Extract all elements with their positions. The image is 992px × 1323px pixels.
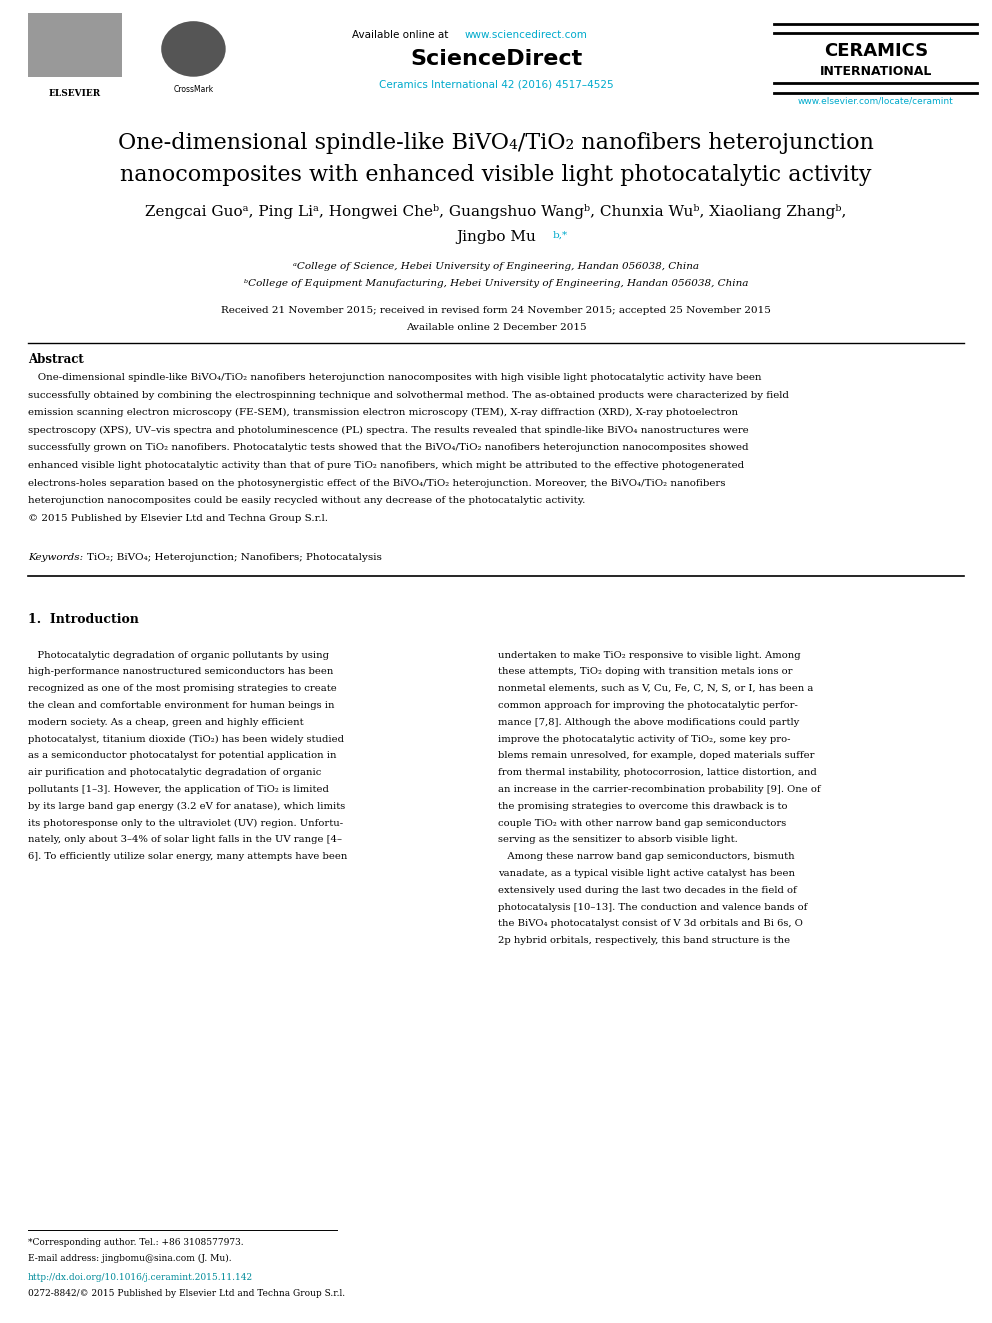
Text: by its large band gap energy (3.2 eV for anatase), which limits: by its large band gap energy (3.2 eV for… (28, 802, 345, 811)
Text: enhanced visible light photocatalytic activity than that of pure TiO₂ nanofibers: enhanced visible light photocatalytic ac… (28, 462, 744, 470)
Text: pollutants [1–3]. However, the application of TiO₂ is limited: pollutants [1–3]. However, the applicati… (28, 785, 328, 794)
Text: One-dimensional spindle-like BiVO₄/TiO₂ nanofibers heterojunction nanocomposites: One-dimensional spindle-like BiVO₄/TiO₂ … (28, 373, 761, 382)
Text: emission scanning electron microscopy (FE-SEM), transmission electron microscopy: emission scanning electron microscopy (F… (28, 409, 738, 417)
Text: Ceramics International 42 (2016) 4517–4525: Ceramics International 42 (2016) 4517–45… (379, 79, 613, 90)
Text: its photoresponse only to the ultraviolet (UV) region. Unfortu-: its photoresponse only to the ultraviole… (28, 819, 343, 828)
Text: 0272-8842/© 2015 Published by Elsevier Ltd and Techna Group S.r.l.: 0272-8842/© 2015 Published by Elsevier L… (28, 1289, 345, 1298)
Text: INTERNATIONAL: INTERNATIONAL (819, 65, 932, 78)
Text: www.elsevier.com/locate/ceramint: www.elsevier.com/locate/ceramint (798, 97, 954, 106)
Text: the clean and comfortable environment for human beings in: the clean and comfortable environment fo… (28, 701, 334, 710)
Text: an increase in the carrier-recombination probability [9]. One of: an increase in the carrier-recombination… (498, 785, 820, 794)
Text: http://dx.doi.org/10.1016/j.ceramint.2015.11.142: http://dx.doi.org/10.1016/j.ceramint.201… (28, 1273, 253, 1282)
Text: blems remain unresolved, for example, doped materials suffer: blems remain unresolved, for example, do… (498, 751, 814, 761)
Text: improve the photocatalytic activity of TiO₂, some key pro-: improve the photocatalytic activity of T… (498, 734, 791, 744)
Text: b,*: b,* (553, 230, 567, 239)
Text: modern society. As a cheap, green and highly efficient: modern society. As a cheap, green and hi… (28, 718, 304, 726)
Text: nately, only about 3–4% of solar light falls in the UV range [4–: nately, only about 3–4% of solar light f… (28, 835, 342, 844)
Text: E-mail address: jingbomu@sina.com (J. Mu).: E-mail address: jingbomu@sina.com (J. Mu… (28, 1254, 231, 1263)
Text: Keywords:: Keywords: (28, 553, 86, 562)
Text: 6]. To efficiently utilize solar energy, many attempts have been: 6]. To efficiently utilize solar energy,… (28, 852, 347, 861)
Text: couple TiO₂ with other narrow band gap semiconductors: couple TiO₂ with other narrow band gap s… (498, 819, 787, 828)
Text: from thermal instability, photocorrosion, lattice distortion, and: from thermal instability, photocorrosion… (498, 769, 816, 777)
Text: vanadate, as a typical visible light active catalyst has been: vanadate, as a typical visible light act… (498, 869, 795, 878)
Bar (28, 13, 122, 77)
Text: © 2015 Published by Elsevier Ltd and Techna Group S.r.l.: © 2015 Published by Elsevier Ltd and Tec… (28, 513, 327, 523)
Text: photocatalysis [10–13]. The conduction and valence bands of: photocatalysis [10–13]. The conduction a… (498, 902, 807, 912)
Text: electrons-holes separation based on the photosynergistic effect of the BiVO₄/TiO: electrons-holes separation based on the … (28, 479, 725, 488)
Text: CERAMICS: CERAMICS (823, 42, 929, 61)
Text: ᵇCollege of Equipment Manufacturing, Hebei University of Engineering, Handan 056: ᵇCollege of Equipment Manufacturing, Heb… (244, 279, 748, 288)
Text: serving as the sensitizer to absorb visible light.: serving as the sensitizer to absorb visi… (498, 835, 738, 844)
Text: nanocomposites with enhanced visible light photocatalytic activity: nanocomposites with enhanced visible lig… (120, 164, 872, 187)
Text: Available online 2 December 2015: Available online 2 December 2015 (406, 323, 586, 332)
Text: common approach for improving the photocatalytic perfor-: common approach for improving the photoc… (498, 701, 798, 710)
Ellipse shape (161, 21, 226, 77)
Text: as a semiconductor photocatalyst for potential application in: as a semiconductor photocatalyst for pot… (28, 751, 336, 761)
Text: these attempts, TiO₂ doping with transition metals ions or: these attempts, TiO₂ doping with transit… (498, 667, 793, 676)
Text: nonmetal elements, such as V, Cu, Fe, C, N, S, or I, has been a: nonmetal elements, such as V, Cu, Fe, C,… (498, 684, 813, 693)
Text: www.sciencedirect.com: www.sciencedirect.com (464, 30, 587, 41)
Text: undertaken to make TiO₂ responsive to visible light. Among: undertaken to make TiO₂ responsive to vi… (498, 651, 801, 660)
Text: 1.  Introduction: 1. Introduction (28, 614, 139, 627)
Text: ELSEVIER: ELSEVIER (49, 89, 100, 98)
Text: ᵃCollege of Science, Hebei University of Engineering, Handan 056038, China: ᵃCollege of Science, Hebei University of… (293, 262, 699, 271)
Text: heterojunction nanocomposites could be easily recycled without any decrease of t: heterojunction nanocomposites could be e… (28, 496, 585, 505)
Text: Among these narrow band gap semiconductors, bismuth: Among these narrow band gap semiconducto… (498, 852, 795, 861)
Text: recognized as one of the most promising strategies to create: recognized as one of the most promising … (28, 684, 336, 693)
Text: Received 21 November 2015; received in revised form 24 November 2015; accepted 2: Received 21 November 2015; received in r… (221, 306, 771, 315)
Text: Zengcai Guoᵃ, Ping Liᵃ, Hongwei Cheᵇ, Guangshuo Wangᵇ, Chunxia Wuᵇ, Xiaoliang Zh: Zengcai Guoᵃ, Ping Liᵃ, Hongwei Cheᵇ, Gu… (145, 204, 847, 218)
Text: TiO₂; BiVO₄; Heterojunction; Nanofibers; Photocatalysis: TiO₂; BiVO₄; Heterojunction; Nanofibers;… (87, 553, 382, 562)
Text: *Corresponding author. Tel.: +86 3108577973.: *Corresponding author. Tel.: +86 3108577… (28, 1238, 243, 1248)
Text: CrossMark: CrossMark (174, 85, 213, 94)
Text: the BiVO₄ photocatalyst consist of V 3d orbitals and Bi 6s, O: the BiVO₄ photocatalyst consist of V 3d … (498, 919, 803, 929)
Text: extensively used during the last two decades in the field of: extensively used during the last two dec… (498, 886, 797, 894)
Text: successfully obtained by combining the electrospinning technique and solvotherma: successfully obtained by combining the e… (28, 390, 789, 400)
Text: air purification and photocatalytic degradation of organic: air purification and photocatalytic degr… (28, 769, 321, 777)
Text: Abstract: Abstract (28, 353, 83, 366)
Text: the promising strategies to overcome this drawback is to: the promising strategies to overcome thi… (498, 802, 788, 811)
Text: mance [7,8]. Although the above modifications could partly: mance [7,8]. Although the above modifica… (498, 718, 800, 726)
Text: Photocatalytic degradation of organic pollutants by using: Photocatalytic degradation of organic po… (28, 651, 328, 660)
Text: 2p hybrid orbitals, respectively, this band structure is the: 2p hybrid orbitals, respectively, this b… (498, 937, 790, 945)
Text: ScienceDirect: ScienceDirect (410, 49, 582, 69)
Text: successfully grown on TiO₂ nanofibers. Photocatalytic tests showed that the BiVO: successfully grown on TiO₂ nanofibers. P… (28, 443, 748, 452)
Text: photocatalyst, titanium dioxide (TiO₂) has been widely studied: photocatalyst, titanium dioxide (TiO₂) h… (28, 734, 344, 744)
Text: Available online at: Available online at (352, 30, 451, 41)
Text: high-performance nanostructured semiconductors has been: high-performance nanostructured semicond… (28, 667, 333, 676)
Text: spectroscopy (XPS), UV–vis spectra and photoluminescence (PL) spectra. The resul: spectroscopy (XPS), UV–vis spectra and p… (28, 426, 748, 435)
Text: One-dimensional spindle-like BiVO₄/TiO₂ nanofibers heterojunction: One-dimensional spindle-like BiVO₄/TiO₂ … (118, 132, 874, 155)
Text: Jingbo Mu: Jingbo Mu (456, 230, 536, 245)
